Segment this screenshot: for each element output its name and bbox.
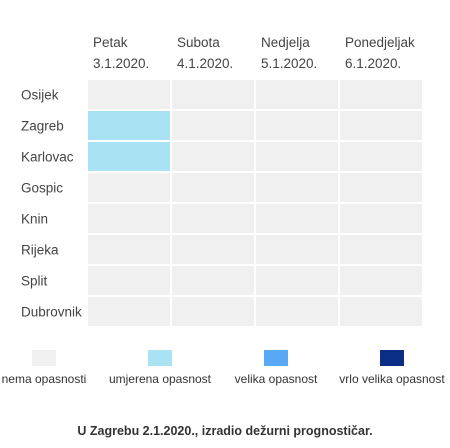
row-label: Gospic: [21, 181, 63, 196]
heatmap-cell: [256, 173, 338, 202]
heatmap-cell: [172, 297, 254, 326]
heatmap-cell: [256, 111, 338, 140]
column-date-label: 5.1.2020.: [261, 56, 317, 71]
heatmap-cell: [256, 235, 338, 264]
heatmap-cell: [172, 204, 254, 233]
heatmap-cell: [88, 204, 170, 233]
legend-swatch-moderate: [148, 350, 172, 366]
heatmap-cell: [340, 204, 422, 233]
legend-swatch-high: [264, 350, 288, 366]
heatmap-cell: [256, 80, 338, 109]
heatmap-cell: [256, 142, 338, 171]
legend-item-high: velika opasnost: [220, 350, 332, 388]
row-label: Zagreb: [21, 119, 64, 134]
row-label: Osijek: [21, 88, 59, 103]
heatmap-cell: [340, 297, 422, 326]
row-label: Split: [21, 274, 48, 289]
footer-note: U Zagrebu 2.1.2020., izradio dežurni pro…: [77, 424, 373, 438]
legend: nema opasnosti umjerena opasnost velika …: [0, 350, 450, 390]
heatmap-cell: [88, 173, 170, 202]
legend-item-none: nema opasnosti: [0, 350, 100, 388]
heatmap-cell: [88, 142, 170, 171]
heatmap-cell: [340, 142, 422, 171]
legend-swatch-none: [32, 350, 56, 366]
heatmap-cell: [172, 235, 254, 264]
heatmap-cell: [256, 204, 338, 233]
column-day-label: Nedjelja: [261, 35, 310, 50]
row-label: Knin: [21, 212, 48, 227]
legend-label-high: velika opasnost: [234, 372, 318, 386]
legend-swatch-very-high: [380, 350, 404, 366]
column-day-label: Petak: [93, 35, 128, 50]
heatmap-cell: [172, 80, 254, 109]
heatmap-cell: [172, 266, 254, 295]
legend-label-very-high: vrlo velika opasnost: [339, 372, 445, 386]
heatmap-cell: [88, 111, 170, 140]
heatmap-cell: [88, 80, 170, 109]
legend-label-none: nema opasnosti: [1, 372, 87, 386]
row-label: Karlovac: [21, 150, 74, 165]
column-day-label: Subota: [177, 35, 220, 50]
heatmap-cell: [172, 111, 254, 140]
heatmap-chart: Petak 3.1.2020. Subota 4.1.2020. Nedjelja 5.1…: [21, 35, 422, 326]
legend-item-very-high: vrlo velika opasnost: [336, 350, 448, 388]
legend-label-moderate: umjerena opasnost: [108, 372, 212, 386]
heatmap-cell: [172, 142, 254, 171]
legend-item-moderate: umjerena opasnost: [104, 350, 216, 388]
row-label: Dubrovnik: [21, 305, 82, 320]
heatmap-cell: [340, 80, 422, 109]
heatmap-cell: [340, 266, 422, 295]
heatmap-cell: [172, 173, 254, 202]
row-label: Rijeka: [21, 243, 59, 258]
heatmap-cell: [88, 266, 170, 295]
heatmap-cell: [256, 266, 338, 295]
heatmap-cell: [88, 297, 170, 326]
column-date-label: 6.1.2020.: [345, 56, 401, 71]
column-date-label: 3.1.2020.: [93, 56, 149, 71]
heatmap-cell: [256, 297, 338, 326]
heatmap-cell: [340, 173, 422, 202]
heatmap-cell: [340, 235, 422, 264]
column-day-label: Ponedjeljak: [345, 35, 415, 50]
column-date-label: 4.1.2020.: [177, 56, 233, 71]
heatmap-cell: [340, 111, 422, 140]
heatmap-cell: [88, 235, 170, 264]
